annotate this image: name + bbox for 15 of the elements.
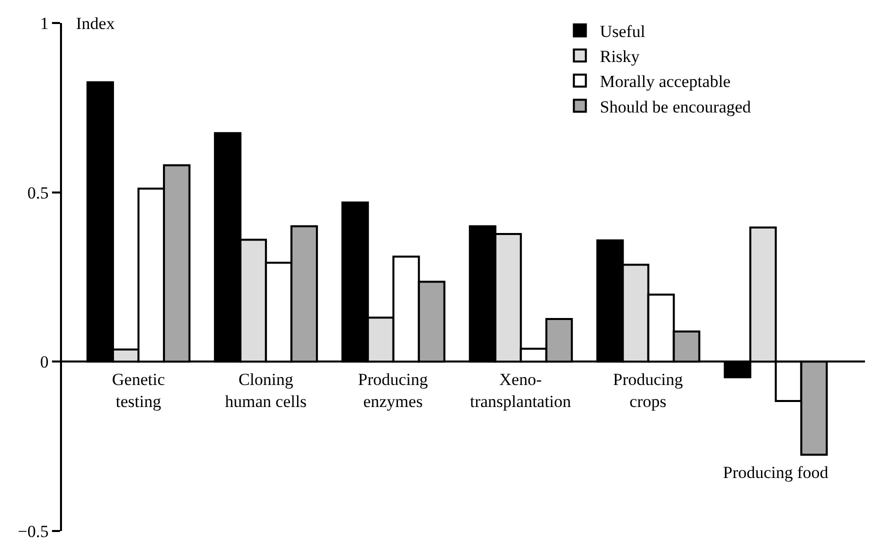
x-tick-label: Xeno- transplantation xyxy=(470,370,572,412)
x-tick-label: Cloning human cells xyxy=(225,370,307,412)
x-tick-label: Producing enzymes xyxy=(358,370,428,412)
y-tick-label: 1 xyxy=(40,14,49,33)
legend-label: Risky xyxy=(600,47,640,66)
y-tick-label: −0.5 xyxy=(18,522,49,541)
legend-label: Useful xyxy=(600,22,646,42)
x-tick-label: Producing crops xyxy=(613,370,684,412)
y-axis-title: Index xyxy=(76,14,116,33)
x-tick-label: Producing food xyxy=(723,463,829,482)
y-tick-label: 0 xyxy=(40,352,49,372)
x-tick-label: Genetic testing xyxy=(112,370,166,412)
y-tick-label: 0.5 xyxy=(27,183,49,202)
legend-label: Should be encouraged xyxy=(600,97,752,116)
legend-label: Morally acceptable xyxy=(600,72,731,92)
